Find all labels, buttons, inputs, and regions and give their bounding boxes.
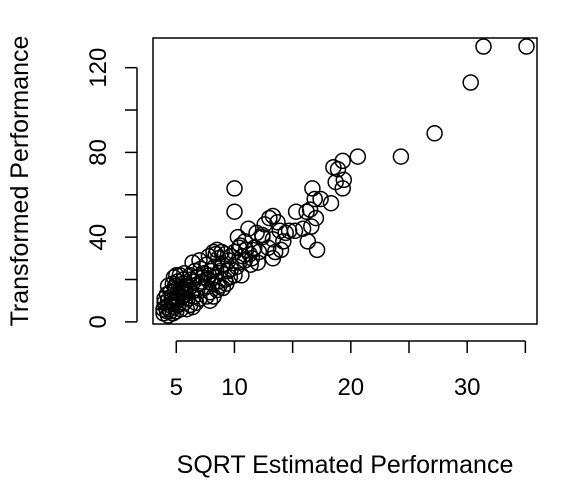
data-point [334,180,351,197]
x-tick-label: 20 [337,374,364,401]
data-point [298,203,315,220]
plot-frame [152,37,538,325]
data-point [349,148,367,165]
data-point [329,161,347,178]
data-point [475,38,492,55]
y-axis: 0 40 80 120 [85,48,138,329]
data-point [168,303,185,320]
x-tick-label: 10 [221,374,248,401]
y-tick-label: 40 [85,224,112,251]
data-point [188,269,206,286]
data-point [392,148,410,165]
data-point [518,38,535,55]
data-point [207,245,225,263]
data-point [286,222,304,240]
data-point [261,209,278,227]
data-point [184,298,201,316]
data-point [156,294,173,312]
x-axis: 5 10 20 30 [170,340,527,401]
data-point [306,190,323,208]
y-axis-title: Transformed Performance [6,36,34,327]
data-point [236,252,254,269]
data-point [175,271,192,288]
data-point [232,237,249,254]
data-point [312,190,329,208]
x-axis-title: SQRT Estimated Performance [177,451,514,479]
data-point [226,203,243,220]
data-point [240,220,257,237]
data-point [334,152,351,170]
data-point [294,220,312,237]
data-point [272,241,290,259]
y-tick-label: 0 [85,315,112,328]
data-point [335,171,353,189]
data-point [308,241,326,259]
data-point [462,74,479,91]
x-tick-label: 30 [454,374,481,401]
data-point [211,277,228,295]
data-point [216,245,234,263]
data-point [322,194,340,212]
data-point [304,180,321,197]
data-point [201,292,219,309]
y-tick-label: 120 [85,48,112,88]
data-point [287,203,305,220]
data-points [155,38,535,324]
data-point [226,180,243,197]
data-point [426,125,443,142]
data-point [245,239,263,256]
data-point [307,209,325,227]
data-point [250,243,268,261]
data-point [221,269,239,286]
x-tick-label: 5 [170,374,183,401]
y-tick-label: 80 [85,139,112,166]
data-point [269,214,286,231]
data-point [275,233,292,250]
